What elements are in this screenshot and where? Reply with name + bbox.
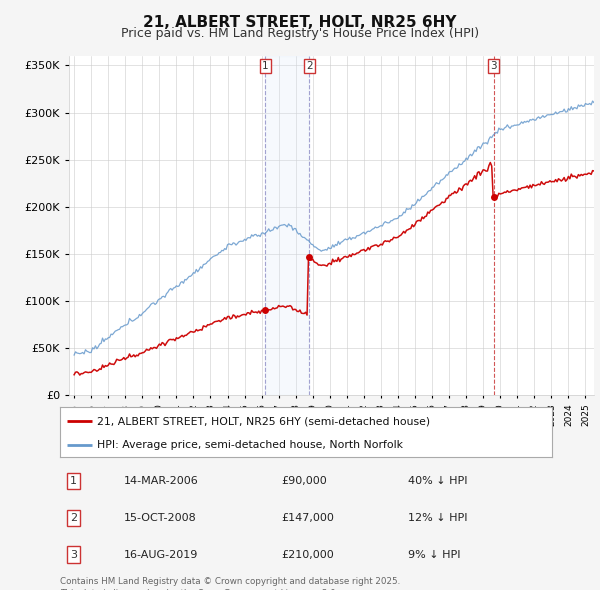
Text: 2: 2 (70, 513, 77, 523)
Text: 12% ↓ HPI: 12% ↓ HPI (409, 513, 468, 523)
Text: 15-OCT-2008: 15-OCT-2008 (124, 513, 196, 523)
Text: 21, ALBERT STREET, HOLT, NR25 6HY: 21, ALBERT STREET, HOLT, NR25 6HY (143, 15, 457, 30)
Text: £210,000: £210,000 (282, 549, 335, 559)
Text: 40% ↓ HPI: 40% ↓ HPI (409, 476, 468, 486)
Text: HPI: Average price, semi-detached house, North Norfolk: HPI: Average price, semi-detached house,… (97, 440, 403, 450)
Text: 3: 3 (490, 61, 497, 71)
Text: 9% ↓ HPI: 9% ↓ HPI (409, 549, 461, 559)
Text: 3: 3 (70, 549, 77, 559)
Text: 14-MAR-2006: 14-MAR-2006 (124, 476, 198, 486)
Text: 1: 1 (262, 61, 269, 71)
Text: Contains HM Land Registry data © Crown copyright and database right 2025.
This d: Contains HM Land Registry data © Crown c… (60, 577, 400, 590)
Text: 2: 2 (306, 61, 313, 71)
Bar (265, 56, 309, 395)
Text: £147,000: £147,000 (282, 513, 335, 523)
Text: 21, ALBERT STREET, HOLT, NR25 6HY (semi-detached house): 21, ALBERT STREET, HOLT, NR25 6HY (semi-… (97, 416, 430, 426)
Text: 1: 1 (70, 476, 77, 486)
Text: 16-AUG-2019: 16-AUG-2019 (124, 549, 198, 559)
Text: £90,000: £90,000 (282, 476, 328, 486)
Text: Price paid vs. HM Land Registry's House Price Index (HPI): Price paid vs. HM Land Registry's House … (121, 27, 479, 40)
